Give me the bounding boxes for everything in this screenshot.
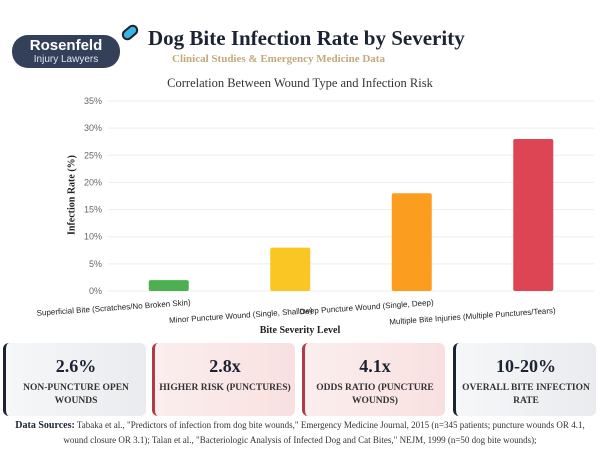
stat-label: HIGHER RISK (PUNCTURES)	[159, 383, 291, 393]
x-tick-label: Multiple Bite Injuries (Multiple Punctur…	[389, 306, 556, 327]
y-tick-label: 25%	[84, 150, 102, 160]
stat-card: 2.8x HIGHER RISK (PUNCTURES)	[152, 343, 295, 416]
y-tick-label: 20%	[84, 177, 102, 187]
bar-chart: 0% 5% 10% 15% 20% 25% 30% 35% Superficial Bite (…	[36, 96, 594, 327]
chart-title: Correlation Between Wound Type and Infec…	[167, 76, 433, 90]
y-tick-label: 15%	[84, 205, 102, 215]
y-tick-label: 5%	[89, 259, 102, 269]
y-tick-label: 10%	[84, 232, 102, 242]
sources-label: Data Sources:	[15, 420, 75, 431]
logo-name: Rosenfeld	[29, 37, 103, 54]
stat-value: 4.1x	[359, 356, 391, 376]
bar	[513, 139, 554, 291]
stat-label: OVERALL BITE INFECTION RATE	[462, 383, 590, 406]
page-subtitle: Clinical Studies & Emergency Medicine Da…	[172, 53, 385, 65]
page-title: Dog Bite Infection Rate by Severity	[148, 26, 465, 50]
stat-card: 4.1x ODDS RATIO (PUNCTURE WOUNDS)	[302, 343, 445, 416]
y-axis-label: Infection Rate (%)	[66, 155, 78, 235]
data-sources: Data Sources: Tabaka et al., "Predictors…	[4, 418, 596, 447]
x-axis-label: Bite Severity Level	[259, 325, 341, 336]
logo: Rosenfeld Injury Lawyers	[12, 35, 120, 68]
x-tick-label: Minor Puncture Wound (Single, Shallow)	[169, 306, 314, 325]
x-tick-label: Deep Puncture Wound (Single, Deep)	[299, 298, 434, 316]
stat-label: ODDS RATIO (PUNCTURE WOUNDS)	[316, 383, 434, 406]
bar	[148, 280, 189, 291]
x-tick-label: Superficial Bite (Scratches/No Broken Sk…	[36, 298, 191, 318]
stat-label: NON-PUNCTURE OPEN WOUNDS	[23, 383, 129, 406]
stat-card: 10-20% OVERALL BITE INFECTION RATE	[453, 343, 596, 416]
bar	[391, 193, 432, 291]
logo-tagline: Injury Lawyers	[33, 54, 99, 65]
y-tick-label: 30%	[84, 123, 102, 133]
stat-value: 2.8x	[209, 356, 241, 376]
y-tick-label: 0%	[89, 286, 102, 296]
stat-card: 2.6% NON-PUNCTURE OPEN WOUNDS	[3, 343, 146, 416]
stat-value: 10-20%	[496, 356, 556, 376]
sources-text: Tabaka et al., "Predictors of infection …	[63, 420, 585, 445]
y-tick-label: 35%	[84, 96, 102, 106]
stat-value: 2.6%	[55, 356, 97, 376]
bar	[270, 247, 311, 291]
stat-cards: 2.6% NON-PUNCTURE OPEN WOUNDS 2.8x HIGHER …	[0, 343, 600, 416]
